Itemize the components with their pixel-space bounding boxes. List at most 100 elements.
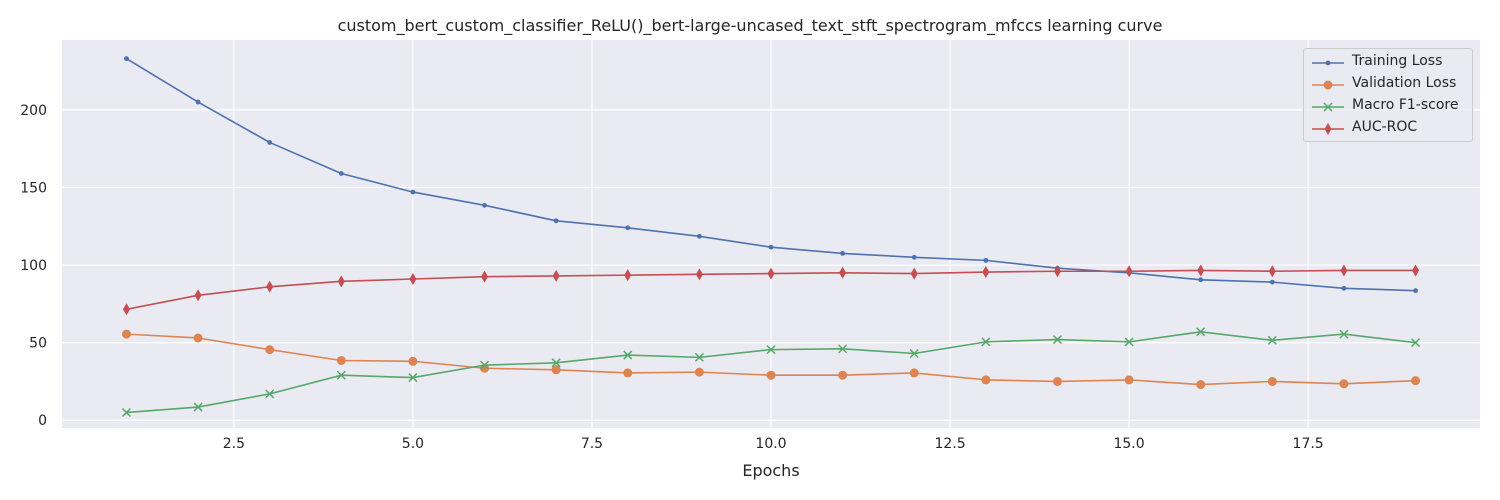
data-point-macro-f1-score — [766, 345, 776, 355]
legend-entry-validation-loss: Validation Loss — [1304, 74, 1474, 96]
y-tick-label: 50 — [29, 336, 47, 352]
data-point-macro-f1-score — [623, 350, 633, 360]
data-point-auc-roc — [695, 268, 703, 281]
data-point-macro-f1-score — [265, 389, 275, 399]
legend-swatch-training-loss — [1312, 60, 1344, 66]
data-point-macro-f1-score — [1267, 335, 1277, 345]
data-point-validation-loss — [1124, 375, 1134, 385]
data-point-training-loss — [553, 218, 559, 224]
data-point-validation-loss — [1267, 376, 1277, 386]
x-tick-label: 5.0 — [402, 436, 424, 452]
data-point-validation-loss — [193, 333, 203, 343]
data-point-macro-f1-score — [909, 348, 919, 359]
data-point-macro-f1-score — [1339, 329, 1349, 339]
data-point-validation-loss — [1411, 376, 1421, 386]
legend-entry-auc-roc: AUC-ROC — [1304, 118, 1474, 140]
data-point-auc-roc — [982, 266, 990, 279]
series-validation-loss — [121, 329, 1421, 390]
data-point-auc-roc — [624, 269, 632, 282]
data-point-macro-f1-score — [551, 358, 561, 368]
data-point-training-loss — [1413, 288, 1418, 294]
data-point-training-loss — [696, 233, 702, 239]
grid — [62, 40, 1480, 428]
data-point-validation-loss — [838, 370, 848, 380]
y-tick-label: 0 — [38, 413, 47, 429]
data-point-validation-loss — [1339, 379, 1349, 389]
data-point-training-loss — [195, 99, 201, 105]
data-point-training-loss — [768, 244, 774, 250]
data-point-training-loss — [267, 140, 273, 145]
data-point-auc-roc — [1412, 264, 1420, 277]
data-point-validation-loss — [265, 345, 275, 355]
data-point-validation-loss — [551, 365, 561, 375]
legend-label-macro-f1: Macro F1-score — [1352, 97, 1459, 113]
data-point-auc-roc — [910, 267, 918, 280]
data-point-auc-roc — [481, 270, 489, 283]
data-point-training-loss — [1341, 285, 1347, 291]
data-point-macro-f1-score — [1052, 335, 1062, 345]
data-point-macro-f1-score — [121, 407, 131, 418]
data-point-auc-roc — [337, 275, 345, 288]
data-point-macro-f1-score — [1196, 327, 1206, 337]
data-point-auc-roc — [409, 273, 417, 286]
x-tick-label: 17.5 — [1293, 436, 1324, 452]
data-point-training-loss — [1198, 277, 1204, 283]
y-tick-label: 100 — [20, 258, 47, 274]
series-macro-f1-score — [121, 327, 1421, 418]
data-point-validation-loss — [909, 368, 919, 378]
data-point-training-loss — [124, 56, 129, 62]
series-layer — [121, 56, 1421, 418]
data-point-training-loss — [1269, 279, 1275, 285]
data-point-validation-loss — [766, 370, 776, 380]
data-point-macro-f1-score — [336, 370, 346, 380]
data-point-macro-f1-score — [1411, 338, 1421, 348]
x-tick-label: 15.0 — [1113, 436, 1144, 452]
data-point-auc-roc — [194, 289, 202, 302]
y-tick-label: 150 — [20, 180, 47, 196]
legend-entry-macro-f1: Macro F1-score — [1304, 96, 1474, 118]
data-point-macro-f1-score — [480, 360, 490, 370]
data-point-auc-roc — [266, 280, 274, 293]
data-point-validation-loss — [1196, 380, 1206, 390]
legend-label-validation-loss: Validation Loss — [1352, 75, 1457, 91]
data-point-macro-f1-score — [1124, 337, 1134, 347]
x-tick-label: 2.5 — [223, 436, 245, 452]
x-tick-label: 12.5 — [934, 436, 965, 452]
data-point-training-loss — [338, 171, 344, 176]
data-point-auc-roc — [767, 267, 775, 280]
data-point-macro-f1-score — [408, 373, 418, 383]
data-point-auc-roc — [1053, 265, 1061, 278]
data-point-macro-f1-score — [694, 352, 704, 362]
data-point-validation-loss — [408, 356, 418, 366]
data-point-training-loss — [911, 254, 917, 260]
data-point-training-loss — [840, 251, 846, 256]
data-point-validation-loss — [121, 329, 131, 339]
data-point-auc-roc — [122, 303, 130, 316]
series-training-loss — [124, 56, 1418, 294]
legend-entry-training-loss: Training Loss — [1304, 52, 1474, 74]
data-point-macro-f1-score — [981, 337, 991, 347]
x-axis-label: Epochs — [742, 461, 800, 480]
y-tick-label: 200 — [20, 103, 47, 119]
legend-label-training-loss: Training Loss — [1352, 53, 1443, 69]
data-point-validation-loss — [623, 368, 633, 378]
data-point-auc-roc — [1125, 265, 1133, 278]
data-point-training-loss — [625, 225, 631, 231]
legend-label-auc-roc: AUC-ROC — [1352, 119, 1418, 135]
legend-swatch-macro-f1 — [1312, 102, 1344, 112]
data-point-auc-roc — [1197, 264, 1205, 277]
data-point-auc-roc — [1340, 264, 1348, 277]
data-point-auc-roc — [839, 266, 847, 279]
x-tick-label: 7.5 — [581, 436, 603, 452]
data-point-validation-loss — [981, 375, 991, 385]
data-point-validation-loss — [336, 355, 346, 365]
chart-title: custom_bert_custom_classifier_ReLU()_ber… — [337, 16, 1163, 35]
legend-swatch-validation-loss — [1312, 80, 1344, 90]
x-tick-label: 10.0 — [755, 436, 786, 452]
data-point-training-loss — [983, 257, 989, 263]
data-point-training-loss — [410, 189, 416, 195]
data-point-training-loss — [482, 202, 487, 208]
legend-swatch-auc-roc — [1312, 123, 1344, 135]
data-point-auc-roc — [1268, 265, 1276, 278]
